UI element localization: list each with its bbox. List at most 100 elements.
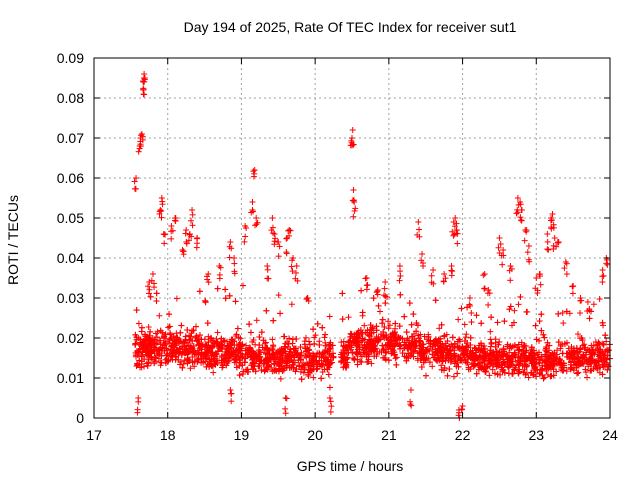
y-tick-label: 0.01 — [57, 370, 84, 386]
data-point — [536, 318, 543, 325]
data-point — [407, 387, 414, 393]
data-point — [575, 354, 582, 361]
data-point — [507, 277, 514, 284]
data-point — [271, 238, 278, 245]
data-point — [251, 170, 258, 177]
data-point — [450, 373, 457, 380]
data-point — [500, 367, 507, 374]
data-point — [194, 240, 201, 247]
data-point — [521, 237, 528, 244]
data-point — [565, 345, 572, 352]
data-point — [319, 369, 326, 376]
data-point — [370, 295, 377, 302]
data-point — [401, 313, 408, 320]
data-point — [468, 319, 475, 326]
data-point — [328, 403, 335, 410]
y-tick-label: 0.02 — [57, 330, 84, 346]
data-point — [496, 338, 503, 345]
data-point — [455, 316, 462, 323]
data-point — [449, 268, 456, 275]
data-point — [283, 395, 290, 402]
data-point — [513, 210, 520, 217]
data-point — [448, 267, 455, 274]
data-point — [155, 355, 162, 362]
y-axis-label: ROTI / TECUs — [5, 195, 21, 285]
data-point — [280, 333, 287, 340]
data-point — [600, 272, 607, 279]
data-point — [428, 272, 435, 279]
data-point — [467, 302, 474, 309]
data-point — [239, 282, 246, 289]
data-point — [549, 211, 556, 217]
data-point — [408, 402, 415, 409]
data-point — [488, 340, 495, 347]
data-point — [145, 283, 152, 290]
data-point — [166, 311, 173, 318]
data-point — [145, 359, 152, 366]
data-point — [162, 231, 169, 238]
x-tick-label: 22 — [455, 427, 471, 443]
data-point — [473, 312, 480, 319]
chart-title: Day 194 of 2025, Rate Of TEC Index for r… — [184, 19, 517, 35]
data-point — [227, 239, 234, 245]
data-point — [379, 342, 386, 349]
data-point — [339, 316, 346, 323]
data-point — [302, 334, 309, 341]
data-point — [135, 320, 142, 327]
data-point — [602, 332, 609, 339]
data-point — [196, 288, 203, 295]
data-point — [168, 223, 175, 229]
data-point — [135, 148, 142, 155]
data-point — [376, 308, 383, 315]
data-point — [432, 297, 439, 304]
data-point — [525, 243, 532, 249]
data-point — [326, 395, 333, 401]
data-point — [214, 329, 221, 336]
data-point — [467, 334, 474, 341]
y-tick-label: 0.07 — [57, 130, 84, 146]
data-point — [293, 263, 300, 269]
data-point — [247, 329, 254, 336]
y-tick-label: 0.06 — [57, 170, 84, 186]
data-point — [511, 307, 518, 314]
data-point — [393, 361, 400, 368]
data-point — [555, 310, 562, 317]
data-point — [446, 366, 453, 373]
data-point — [250, 168, 257, 175]
data-point — [506, 349, 513, 356]
data-point — [316, 341, 323, 348]
data-point — [263, 307, 270, 314]
data-point — [275, 292, 282, 299]
data-point — [522, 361, 529, 368]
data-point — [499, 261, 506, 268]
data-point — [270, 342, 277, 349]
x-axis-label: GPS time / hours — [297, 458, 404, 474]
data-point — [214, 285, 221, 292]
data-point — [451, 340, 458, 347]
data-point — [318, 375, 325, 382]
data-point — [410, 311, 417, 318]
data-point — [264, 275, 271, 282]
data-point — [480, 272, 487, 279]
data-point — [478, 320, 485, 327]
data-point — [301, 352, 308, 359]
data-point — [282, 410, 289, 417]
data-point — [191, 363, 198, 370]
data-point — [577, 297, 584, 304]
data-point — [397, 268, 404, 275]
data-point — [382, 300, 389, 307]
data-point — [392, 355, 399, 362]
data-point — [283, 235, 290, 242]
data-point — [134, 406, 141, 413]
data-point — [228, 398, 235, 405]
data-point — [544, 231, 551, 237]
data-point — [321, 334, 328, 341]
y-tick-label: 0.04 — [57, 250, 84, 266]
data-point — [243, 342, 250, 349]
data-point — [468, 309, 475, 316]
data-point — [545, 246, 552, 253]
data-point — [178, 322, 185, 329]
data-point — [196, 332, 203, 339]
data-point — [573, 370, 580, 377]
data-point — [506, 306, 513, 313]
